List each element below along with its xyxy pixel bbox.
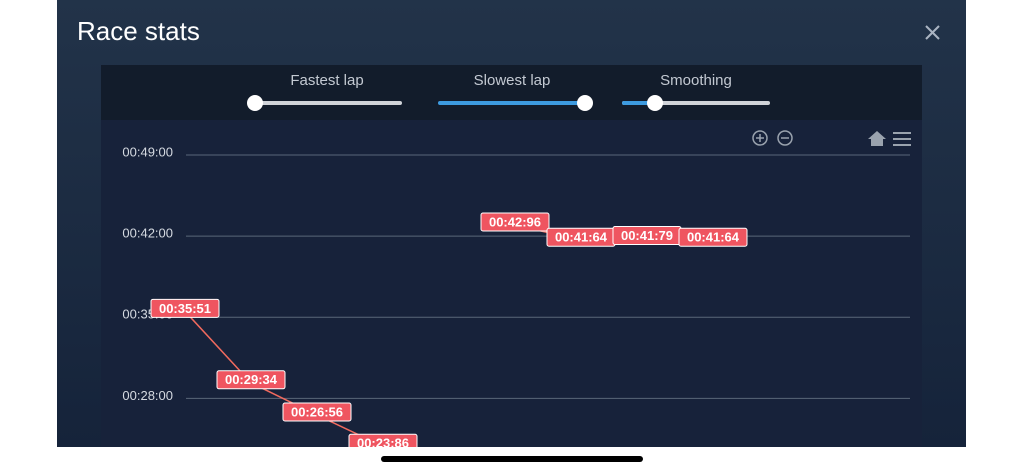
slider-thumb[interactable] <box>247 95 263 111</box>
slider-label: Smoothing <box>660 72 732 89</box>
controls-bar <box>101 65 922 120</box>
slider-label: Slowest lap <box>474 72 551 89</box>
zoom-out-button[interactable] <box>777 130 793 146</box>
slider-thumb[interactable] <box>647 95 663 111</box>
data-label-box <box>150 298 220 318</box>
slider-thumb[interactable] <box>577 95 593 111</box>
data-label: 00:23:86 <box>357 436 409 451</box>
data-label: 00:26:56 <box>291 404 343 419</box>
data-label: 00:42:96 <box>489 214 541 229</box>
home-indicator <box>381 456 643 462</box>
plot: 00:28:0000:35:0000:42:0000:49:0000:35:51… <box>122 144 910 451</box>
y-tick-label: 00:28:00 <box>122 388 173 403</box>
slider-label: Fastest lap <box>290 72 363 89</box>
y-tick-label: 00:42:00 <box>122 226 173 241</box>
close-button[interactable] <box>925 25 940 40</box>
data-label-box <box>282 402 352 422</box>
data-label-box <box>678 227 748 247</box>
data-label-box <box>348 433 418 447</box>
data-label: 00:41:64 <box>687 230 740 245</box>
data-label: 00:35:51 <box>159 301 211 316</box>
y-tick-label: 00:49:00 <box>122 144 173 159</box>
modal-title: Race stats <box>77 16 200 46</box>
data-label-box <box>480 212 550 232</box>
home-button[interactable] <box>868 131 886 146</box>
line <box>184 310 384 447</box>
data-label: 00:41:64 <box>555 230 608 245</box>
menu-button[interactable] <box>893 132 911 146</box>
data-label-box <box>216 370 286 390</box>
chart-container <box>101 65 922 447</box>
data-label: 00:29:34 <box>225 372 278 387</box>
data-label: 00:41:79 <box>621 228 673 243</box>
zoom-in-button[interactable] <box>752 130 768 146</box>
